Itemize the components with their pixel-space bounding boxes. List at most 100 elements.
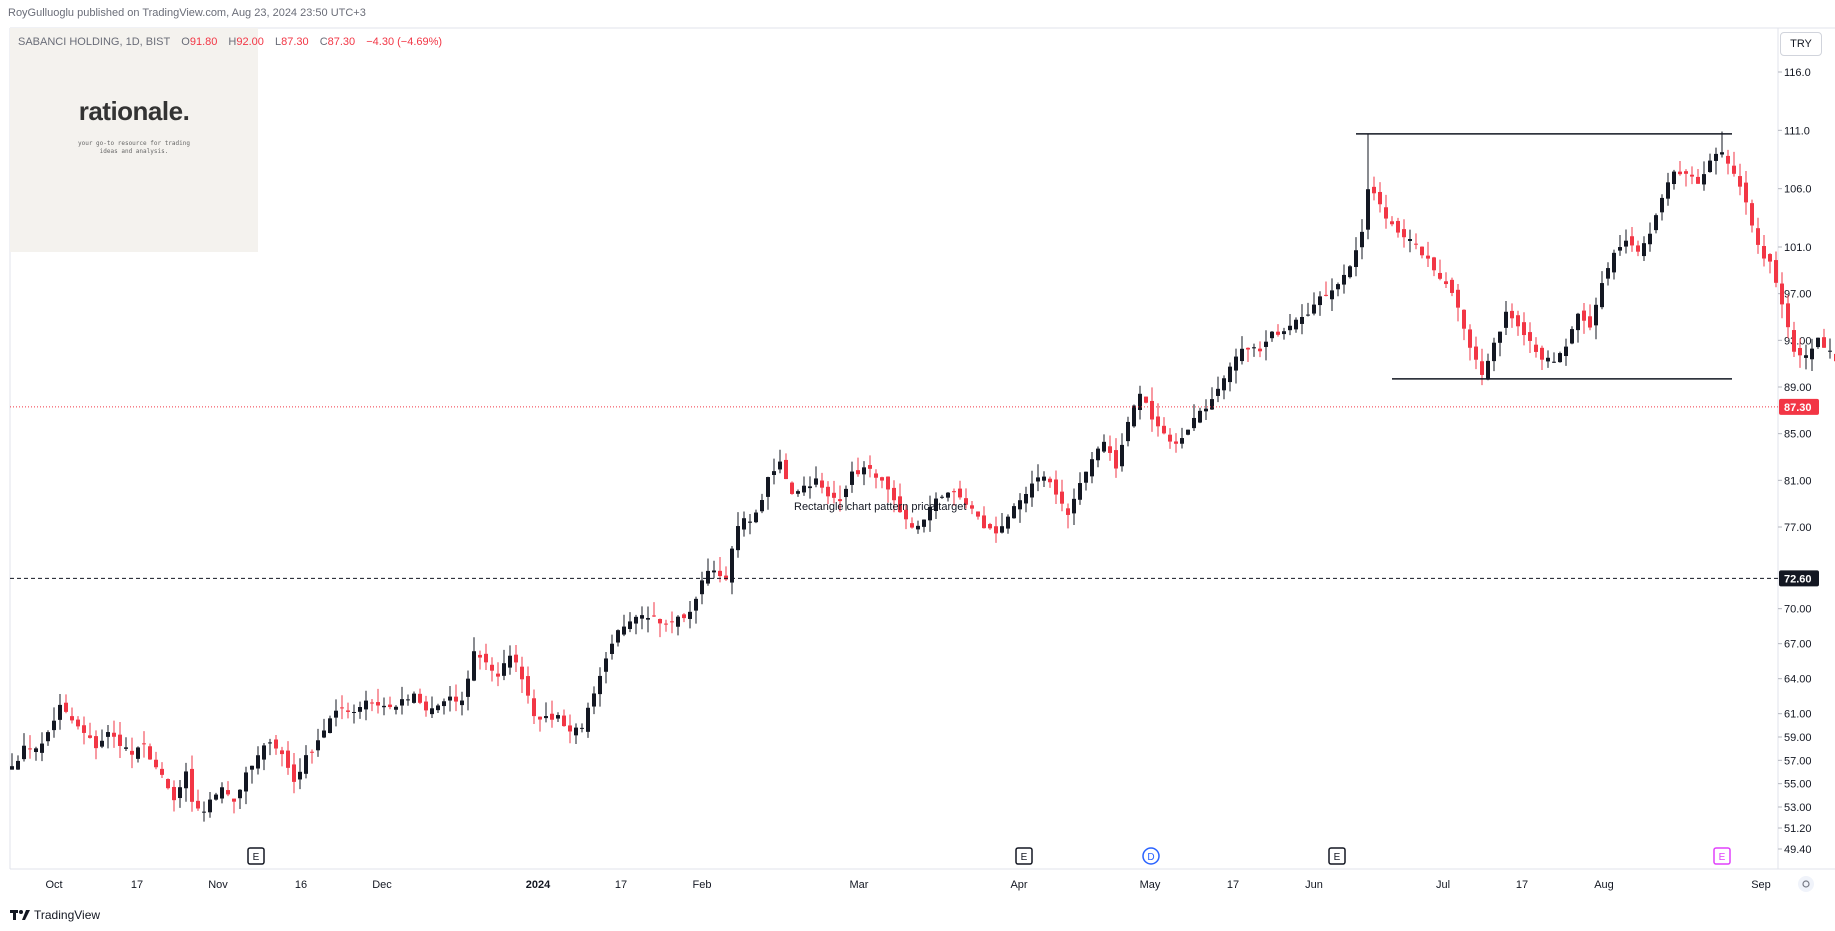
candle-body [388, 704, 392, 708]
change-value: −4.30 (−4.69%) [366, 36, 443, 48]
candle-body [766, 477, 770, 497]
candle-body [418, 693, 422, 703]
candle-body [910, 523, 914, 528]
candle-body [826, 486, 830, 497]
earnings-event-marker [1015, 847, 1033, 865]
candle-body [190, 768, 194, 802]
candle-body [1042, 476, 1046, 481]
candle-body [1078, 483, 1082, 500]
candle-body [142, 743, 146, 745]
candle-body [1762, 246, 1766, 259]
published-line: RoyGulluoglu published on TradingView.co… [8, 7, 366, 19]
candle-body [1354, 250, 1358, 267]
candle-body [1480, 361, 1484, 375]
candle-body [1234, 356, 1238, 371]
candle-body [1456, 289, 1460, 308]
candle-body [568, 725, 572, 732]
candle-body [1756, 228, 1760, 245]
candle-body [1288, 325, 1292, 331]
footer-brand-text: TradingView [34, 908, 101, 922]
candle-body [1402, 229, 1406, 238]
candle-body [1186, 429, 1190, 435]
candle-body [1798, 347, 1802, 356]
candle-body [1408, 239, 1412, 241]
currency-button[interactable]: TRY [1780, 32, 1822, 56]
candle-body [40, 743, 44, 753]
candle-body [814, 478, 818, 485]
close-value: 87.30 [327, 36, 356, 48]
candle-body [682, 614, 686, 619]
candle-body [1780, 283, 1784, 305]
candle-body [988, 524, 992, 529]
candle-body [1084, 471, 1088, 483]
candle-body [976, 511, 980, 517]
candle-body [466, 678, 470, 697]
candle-body [1144, 396, 1148, 403]
candle-body [376, 702, 380, 706]
candle-body [1174, 441, 1178, 444]
candle-body [1222, 378, 1226, 391]
candle-body [670, 621, 674, 623]
high-value: 92.00 [236, 36, 264, 48]
candle-body [208, 799, 212, 813]
candle-body [484, 653, 488, 663]
candle-body [1336, 284, 1340, 290]
candle-body [1720, 152, 1724, 155]
candle-body [1690, 174, 1694, 177]
candle-body [28, 748, 32, 750]
candle-body [322, 730, 326, 738]
candle-body [1276, 331, 1280, 335]
candle-body [1534, 344, 1538, 352]
price-tick-label: 49.40 [1784, 844, 1812, 856]
candle-body [700, 580, 704, 595]
candle-body [1636, 245, 1640, 252]
candle-body [100, 740, 104, 747]
candle-body [1816, 337, 1820, 348]
candle-body [94, 736, 98, 749]
candle-body [598, 675, 602, 695]
candle-body [1036, 477, 1040, 482]
candle-body [694, 598, 698, 611]
candle-body [340, 707, 344, 709]
candle-body [1018, 500, 1022, 510]
candle-body [646, 617, 650, 620]
candle-body [946, 492, 950, 498]
candle-body [760, 500, 764, 512]
time-tick-label: May [1140, 879, 1161, 891]
candle-body [658, 618, 662, 624]
candle-body [244, 772, 248, 792]
candle-body [1486, 360, 1490, 380]
candle-body [130, 750, 134, 755]
candle-body [1510, 310, 1514, 319]
candle-body [1648, 233, 1652, 245]
candle-body [1384, 207, 1388, 219]
price-tick-label: 59.00 [1784, 732, 1812, 744]
symbol-legend: SABANCI HOLDING, 1D, BIST O91.80 H92.00 … [18, 36, 442, 48]
candle-body [802, 485, 806, 493]
candle-body [1252, 347, 1256, 349]
candle-body [1138, 393, 1142, 411]
candle-body [214, 794, 218, 800]
candle-body [1540, 347, 1544, 360]
price-tick-label: 61.00 [1784, 709, 1812, 721]
candle-body [1048, 478, 1052, 483]
candle-body [406, 699, 410, 701]
candle-body [616, 630, 620, 643]
candle-body [940, 496, 944, 498]
high-label: H [228, 36, 237, 48]
candle-body [304, 755, 308, 774]
low-label: L [274, 36, 282, 48]
candle-body [1588, 316, 1592, 328]
candle-body [1492, 342, 1496, 362]
time-tick-label: Mar [850, 879, 869, 891]
price-tick-label: 101.0 [1784, 242, 1812, 254]
candle-body [808, 486, 812, 489]
candle-body [562, 715, 566, 727]
candle-body [328, 718, 332, 734]
candle-body [118, 734, 122, 746]
time-tick-label: Oct [45, 879, 62, 891]
candle-body [112, 732, 116, 737]
candle-body [1156, 416, 1160, 427]
time-tick-label: 2024 [526, 879, 551, 891]
time-tick-label: 17 [615, 879, 627, 891]
